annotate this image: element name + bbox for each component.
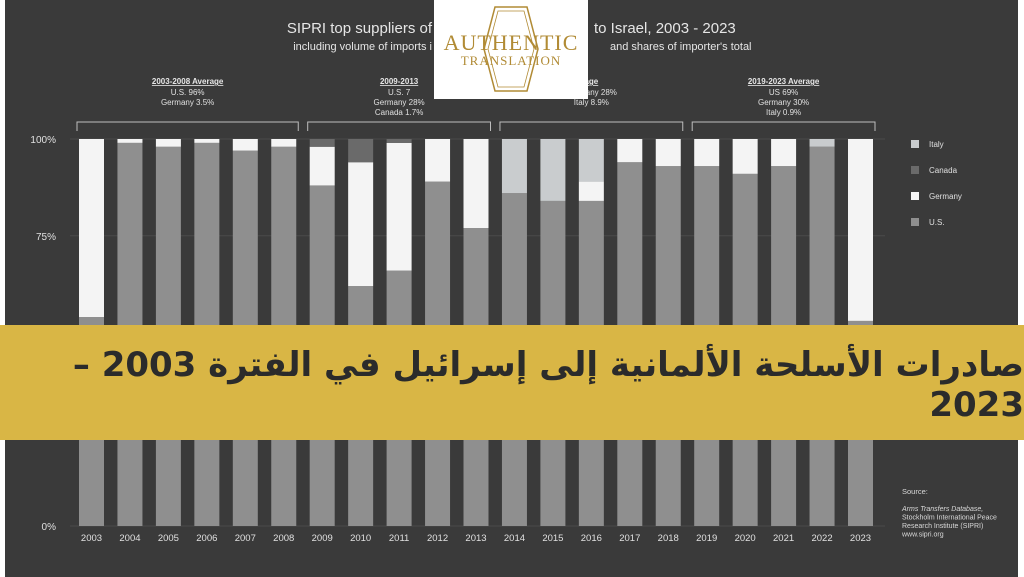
x-tick-label: 2020 xyxy=(735,533,756,544)
x-tick-label: 2009 xyxy=(312,533,333,544)
bar-segment-germany-2008 xyxy=(271,139,297,147)
logo-sub: TRANSLATION xyxy=(460,53,562,68)
source-line: Research Institute (SIPRI) xyxy=(902,523,983,530)
bar-segment-germany-2023 xyxy=(848,139,873,321)
title-banner: صادرات الأسلحة الألمانية إلى إسرائيل في … xyxy=(0,325,1024,440)
hexagon-logo-icon xyxy=(483,6,539,92)
x-tick-label: 2021 xyxy=(773,533,794,544)
bar-segment-italy-2014 xyxy=(501,139,527,194)
period-bracket xyxy=(499,121,684,131)
x-tick-label: 2016 xyxy=(581,533,602,544)
bar-segment-germany-2007 xyxy=(232,139,258,151)
bar-segment-italy-2022 xyxy=(809,139,835,147)
bar-segment-canada-2010 xyxy=(348,139,374,163)
bar-segment-germany-2018 xyxy=(655,139,681,167)
source-line: www.sipri.org xyxy=(901,532,944,539)
bar-segment-germany-2017 xyxy=(617,139,643,163)
source-title: Source: xyxy=(902,487,928,496)
authentic-translation-logo: AUTHENTIC TRANSLATION xyxy=(434,0,588,99)
banner-title: صادرات الأسلحة الألمانية إلى إسرائيل في … xyxy=(72,344,1024,425)
period-average-line: Italy 0.9% xyxy=(766,108,801,117)
period-average-line: Germany 28% xyxy=(566,88,617,97)
bar-segment-germany-2009 xyxy=(309,146,335,186)
bar-segment-germany-2006 xyxy=(194,139,220,143)
period-average-line: U.S. 7 xyxy=(388,88,411,97)
chart-subtitle-left: including volume of imports i xyxy=(293,41,432,53)
period-average-title: 2003-2008 Average xyxy=(152,77,224,86)
period-average-line: Canada 1.7% xyxy=(375,108,423,117)
legend-swatch-us xyxy=(911,218,919,226)
legend-label: Italy xyxy=(929,140,944,149)
x-tick-label: 2023 xyxy=(850,533,871,544)
y-tick-label: 75% xyxy=(36,232,56,243)
period-average-line: Germany 28% xyxy=(374,98,425,107)
y-tick-label: 100% xyxy=(30,135,56,146)
bar-segment-germany-2012 xyxy=(425,139,451,182)
period-bracket xyxy=(691,121,876,131)
bar-segment-germany-2013 xyxy=(463,139,489,229)
source-line: Arms Transfers Database, xyxy=(901,506,983,513)
legend-swatch-germany xyxy=(911,192,919,200)
period-average-title: 2009-2013 xyxy=(380,77,419,86)
bar-segment-italy-2016 xyxy=(578,139,604,182)
period-average-line: U.S. 96% xyxy=(171,88,205,97)
x-tick-label: 2010 xyxy=(350,533,371,544)
x-tick-label: 2017 xyxy=(619,533,640,544)
bar-segment-germany-2004 xyxy=(117,139,143,143)
legend-label: Canada xyxy=(929,166,958,175)
y-tick-label: 0% xyxy=(42,522,57,533)
x-tick-label: 2006 xyxy=(196,533,217,544)
legend-label: U.S. xyxy=(929,218,945,227)
period-average-line: Germany 3.5% xyxy=(161,98,214,107)
x-tick-label: 2003 xyxy=(81,533,102,544)
chart-title-left: SIPRI top suppliers of xyxy=(287,20,433,37)
bar-segment-germany-2019 xyxy=(694,139,720,167)
x-tick-label: 2022 xyxy=(811,533,832,544)
x-tick-label: 2012 xyxy=(427,533,448,544)
period-average-line: Germany 30% xyxy=(758,98,809,107)
period-average-title: age xyxy=(584,77,598,86)
bar-segment-germany-2020 xyxy=(732,139,758,174)
source-line: Stockholm International Peace xyxy=(902,515,997,522)
period-average-title: 2019-2023 Average xyxy=(748,77,820,86)
legend-swatch-canada xyxy=(911,166,919,174)
bar-segment-germany-2010 xyxy=(348,162,374,287)
logo-name: AUTHENTIC xyxy=(443,30,579,55)
x-tick-label: 2019 xyxy=(696,533,717,544)
bar-segment-germany-2016 xyxy=(578,181,604,201)
legend-label: Germany xyxy=(929,192,962,201)
x-tick-label: 2004 xyxy=(119,533,140,544)
bar-segment-italy-2015 xyxy=(540,139,566,201)
x-tick-label: 2008 xyxy=(273,533,294,544)
bar-segment-canada-2009 xyxy=(309,139,335,147)
period-average-line: US 69% xyxy=(769,88,798,97)
x-tick-label: 2011 xyxy=(389,533,409,544)
x-tick-label: 2013 xyxy=(465,533,486,544)
chart-subtitle-right: and shares of importer's total xyxy=(610,41,752,53)
bar-segment-germany-2011 xyxy=(386,142,412,271)
x-tick-label: 2005 xyxy=(158,533,179,544)
legend-swatch-italy xyxy=(911,140,919,148)
bar-segment-germany-2003 xyxy=(79,139,104,318)
bar-segment-germany-2005 xyxy=(155,139,181,147)
x-tick-label: 2014 xyxy=(504,533,525,544)
x-tick-label: 2007 xyxy=(235,533,256,544)
period-average-line: Italy 8.9% xyxy=(574,98,609,107)
period-bracket xyxy=(76,121,299,131)
bar-segment-canada-2011 xyxy=(386,139,412,143)
x-tick-label: 2018 xyxy=(658,533,679,544)
period-bracket xyxy=(307,121,491,131)
bar-segment-germany-2021 xyxy=(771,139,797,167)
chart-title-right: to Israel, 2003 - 2023 xyxy=(594,20,736,37)
x-tick-label: 2015 xyxy=(542,533,563,544)
